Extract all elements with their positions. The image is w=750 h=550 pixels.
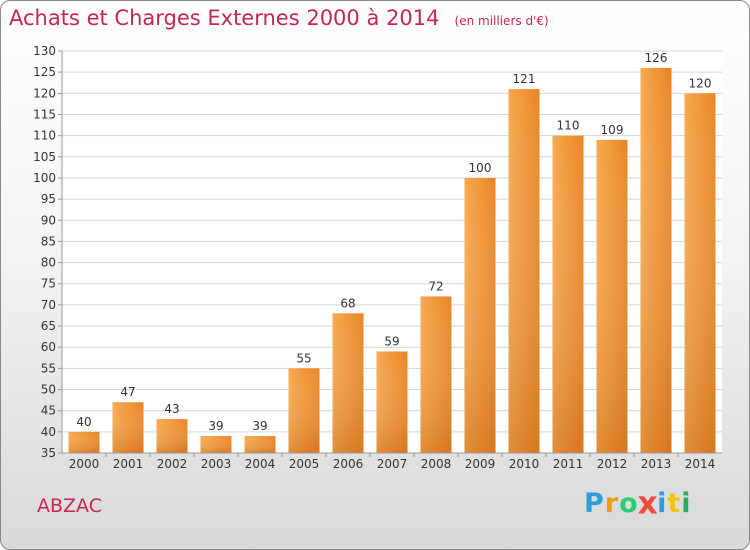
y-tick-label: 50 <box>41 383 56 397</box>
bar-shade <box>376 351 408 453</box>
x-tick-label: 2004 <box>245 457 276 471</box>
y-tick-label: 75 <box>41 277 56 291</box>
brand-letter: x <box>637 485 659 522</box>
y-tick-label: 125 <box>33 65 56 79</box>
x-tick-label: 2001 <box>113 457 144 471</box>
x-tick-label: 2000 <box>69 457 100 471</box>
bar-value-label: 39 <box>252 419 267 433</box>
x-tick-label: 2007 <box>377 457 408 471</box>
bar-value-label: 68 <box>340 296 355 310</box>
proxiti-logo[interactable]: Proxiti <box>584 485 692 522</box>
bar-shade <box>596 139 628 453</box>
bar-value-label: 126 <box>645 51 668 65</box>
bar-shade <box>420 296 452 453</box>
y-tick-label: 40 <box>41 425 56 439</box>
y-tick-label: 45 <box>41 404 56 418</box>
y-tick-label: 90 <box>41 213 56 227</box>
bar-value-label: 40 <box>76 415 91 429</box>
bar-shade <box>156 419 188 453</box>
bar-shade <box>200 436 232 453</box>
bar-value-label: 109 <box>601 123 624 137</box>
bar-shade <box>288 368 320 453</box>
x-tick-label: 2009 <box>465 457 496 471</box>
bar-shade <box>464 177 496 453</box>
bar-value-label: 43 <box>164 402 179 416</box>
bar-shade <box>68 431 100 453</box>
y-tick-label: 35 <box>41 446 56 460</box>
y-tick-label: 70 <box>41 298 56 312</box>
y-tick-label: 65 <box>41 319 56 333</box>
y-tick-label: 80 <box>41 256 56 270</box>
brand-letter: o <box>619 488 639 519</box>
y-tick-label: 55 <box>41 361 56 375</box>
commune-name: ABZAC <box>37 495 102 517</box>
y-axis-ticks: 35 40 45 50 55 60 65 70 75 80 85 90 95 100 105 110 115 12… <box>33 44 62 460</box>
x-tick-label: 2013 <box>641 457 672 471</box>
brand-letter: P <box>584 488 605 519</box>
x-tick-label: 2006 <box>333 457 364 471</box>
x-tick-label: 2014 <box>685 457 716 471</box>
y-tick-label: 115 <box>33 107 56 121</box>
y-tick-label: 120 <box>33 86 56 100</box>
brand-letter: t <box>667 488 682 519</box>
brand-letter: i <box>681 488 692 519</box>
bar-shade <box>640 67 672 453</box>
bar-shade <box>552 135 584 453</box>
bar-value-label: 100 <box>469 161 492 175</box>
bar-value-label: 39 <box>208 419 223 433</box>
chart-title: Achats et Charges Externes 2000 à 2014 <box>9 6 440 30</box>
bar-value-label: 59 <box>384 334 399 348</box>
y-tick-label: 130 <box>33 44 56 58</box>
bar-shade <box>112 402 144 453</box>
bar-value-label: 55 <box>296 351 311 365</box>
bar-shade <box>684 93 716 453</box>
y-tick-label: 100 <box>33 171 56 185</box>
x-tick-label: 2011 <box>553 457 584 471</box>
y-tick-label: 60 <box>41 340 56 354</box>
bar-shade <box>332 313 364 453</box>
y-tick-label: 95 <box>41 192 56 206</box>
x-tick-label: 2012 <box>597 457 628 471</box>
chart-subtitle: (en milliers d'€) <box>454 14 549 28</box>
chart-title-block: Achats et Charges Externes 2000 à 2014 (… <box>9 6 549 30</box>
y-tick-label: 110 <box>33 129 56 143</box>
x-tick-label: 2005 <box>289 457 320 471</box>
y-tick-label: 85 <box>41 234 56 248</box>
bar-value-label: 121 <box>513 72 536 86</box>
bar-value-label: 110 <box>557 119 580 133</box>
x-tick-label: 2003 <box>201 457 232 471</box>
bar-shade <box>508 89 540 453</box>
y-tick-label: 105 <box>33 150 56 164</box>
bar-value-label: 72 <box>428 279 443 293</box>
bar-shade <box>244 436 276 453</box>
x-tick-label: 2008 <box>421 457 452 471</box>
bar-value-label: 120 <box>689 76 712 90</box>
x-tick-label: 2002 <box>157 457 188 471</box>
x-axis-ticks: 2000 2001 2002 2003 2004 2005 2006 2007 2008 2009… <box>69 453 716 471</box>
bar-value-label: 47 <box>120 385 135 399</box>
brand-letter: i <box>657 488 668 519</box>
x-tick-label: 2010 <box>509 457 540 471</box>
brand-letter: r <box>604 488 620 519</box>
bars: 40 47 43 39 39 55 68 59 72 100 121 110 109 126 120 <box>68 51 716 453</box>
